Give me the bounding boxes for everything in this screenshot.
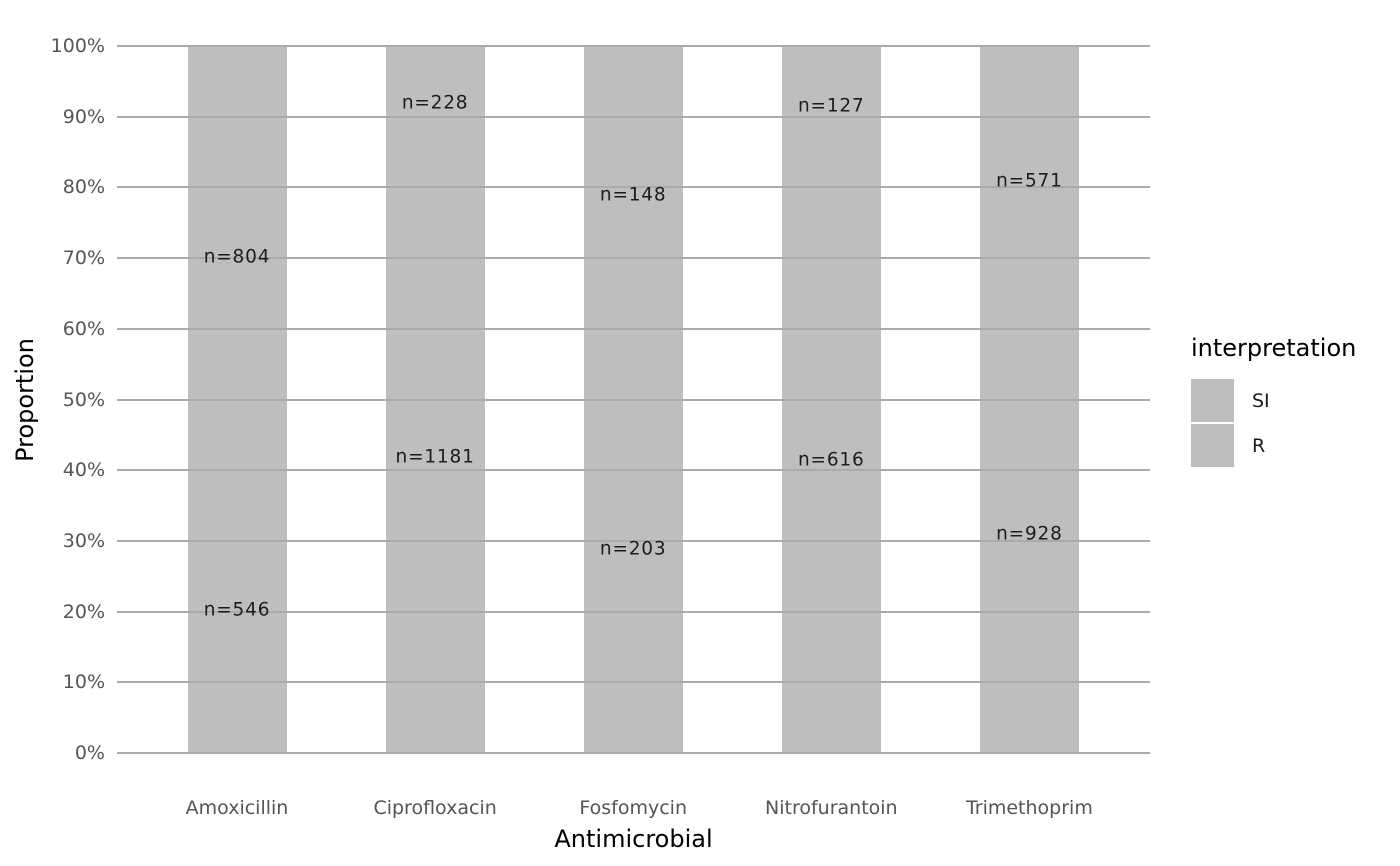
gridline-40 [117, 469, 1150, 472]
gridline-90 [117, 115, 1150, 118]
legend-entry-si: SI [1191, 379, 1356, 422]
y-tick-label: 0% [74, 742, 105, 764]
y-tick-label: 100% [50, 35, 105, 57]
legend-entry-r: R [1191, 424, 1356, 467]
x-axis-title: Antimicrobial [554, 825, 713, 853]
x-tick-label-fosfomycin: Fosfomycin [579, 797, 687, 819]
y-tick-label: 90% [62, 105, 105, 128]
bar-segment-si [781, 46, 881, 167]
bar-ciprofloxacin [385, 46, 485, 753]
bar-segment-si [979, 46, 1079, 316]
y-tick-label: 40% [62, 459, 105, 482]
bar-segment-r [781, 166, 881, 753]
x-tick-label-trimethoprim: Trimethoprim [965, 797, 1093, 819]
legend-swatch-icon [1191, 379, 1234, 422]
bar-count-label: n=546 [203, 599, 271, 621]
legend-label: SI [1252, 389, 1270, 412]
gridline-20 [117, 610, 1150, 613]
gridline-70 [117, 257, 1150, 260]
y-tick-label: 60% [62, 317, 105, 340]
bar-count-label: n=203 [599, 538, 667, 560]
y-tick-label: 80% [62, 176, 105, 199]
bar-segment-si [583, 46, 683, 345]
y-tick-label: 70% [62, 247, 105, 270]
bar-count-label: n=1181 [395, 446, 475, 468]
y-tick-label: 50% [62, 388, 105, 411]
bar-count-label: n=571 [996, 170, 1063, 192]
gridline-30 [117, 539, 1150, 542]
x-tick-label-ciprofloxacin: Ciprofloxacin [373, 797, 497, 819]
bar-nitrofurantoin [781, 46, 881, 753]
bar-segment-r [979, 315, 1079, 753]
plot-panel: n=804 n=546 n=228 n=1181 n=148 n=203 n=127 n=61… [117, 45, 1150, 754]
bar-count-label: n=804 [203, 246, 271, 268]
bar-count-label: n=127 [798, 95, 865, 117]
x-tick-label-nitrofurantoin: Nitrofurantoin [765, 797, 898, 819]
legend-entries: SI R [1191, 379, 1356, 467]
gridline-80 [117, 186, 1150, 189]
bar-fosfomycin [583, 46, 683, 753]
y-tick-label: 30% [62, 529, 105, 552]
gridline-10 [117, 681, 1150, 684]
legend: interpretation SI R [1191, 334, 1356, 469]
gridline-60 [117, 327, 1150, 330]
bar-segment-r [583, 344, 683, 753]
gridline-50 [117, 398, 1150, 401]
y-tick-label: 20% [62, 600, 105, 623]
bar-count-label: n=616 [798, 449, 865, 471]
bar-trimethoprim [979, 46, 1079, 753]
legend-swatch-icon [1191, 424, 1234, 467]
gridline-100 [117, 45, 1150, 47]
bar-count-label: n=228 [401, 92, 469, 114]
legend-title: interpretation [1191, 334, 1357, 362]
bar-segment-si [385, 46, 485, 161]
gridline-0 [117, 752, 1150, 754]
bar-segment-r [187, 467, 287, 753]
bar-count-label: n=928 [996, 523, 1063, 545]
x-tick-label-amoxicillin: Amoxicillin [185, 797, 289, 819]
bar-segment-r [385, 160, 485, 753]
legend-label: R [1252, 434, 1266, 457]
bar-count-label: n=148 [599, 184, 667, 206]
y-tick-label: 10% [62, 671, 105, 694]
